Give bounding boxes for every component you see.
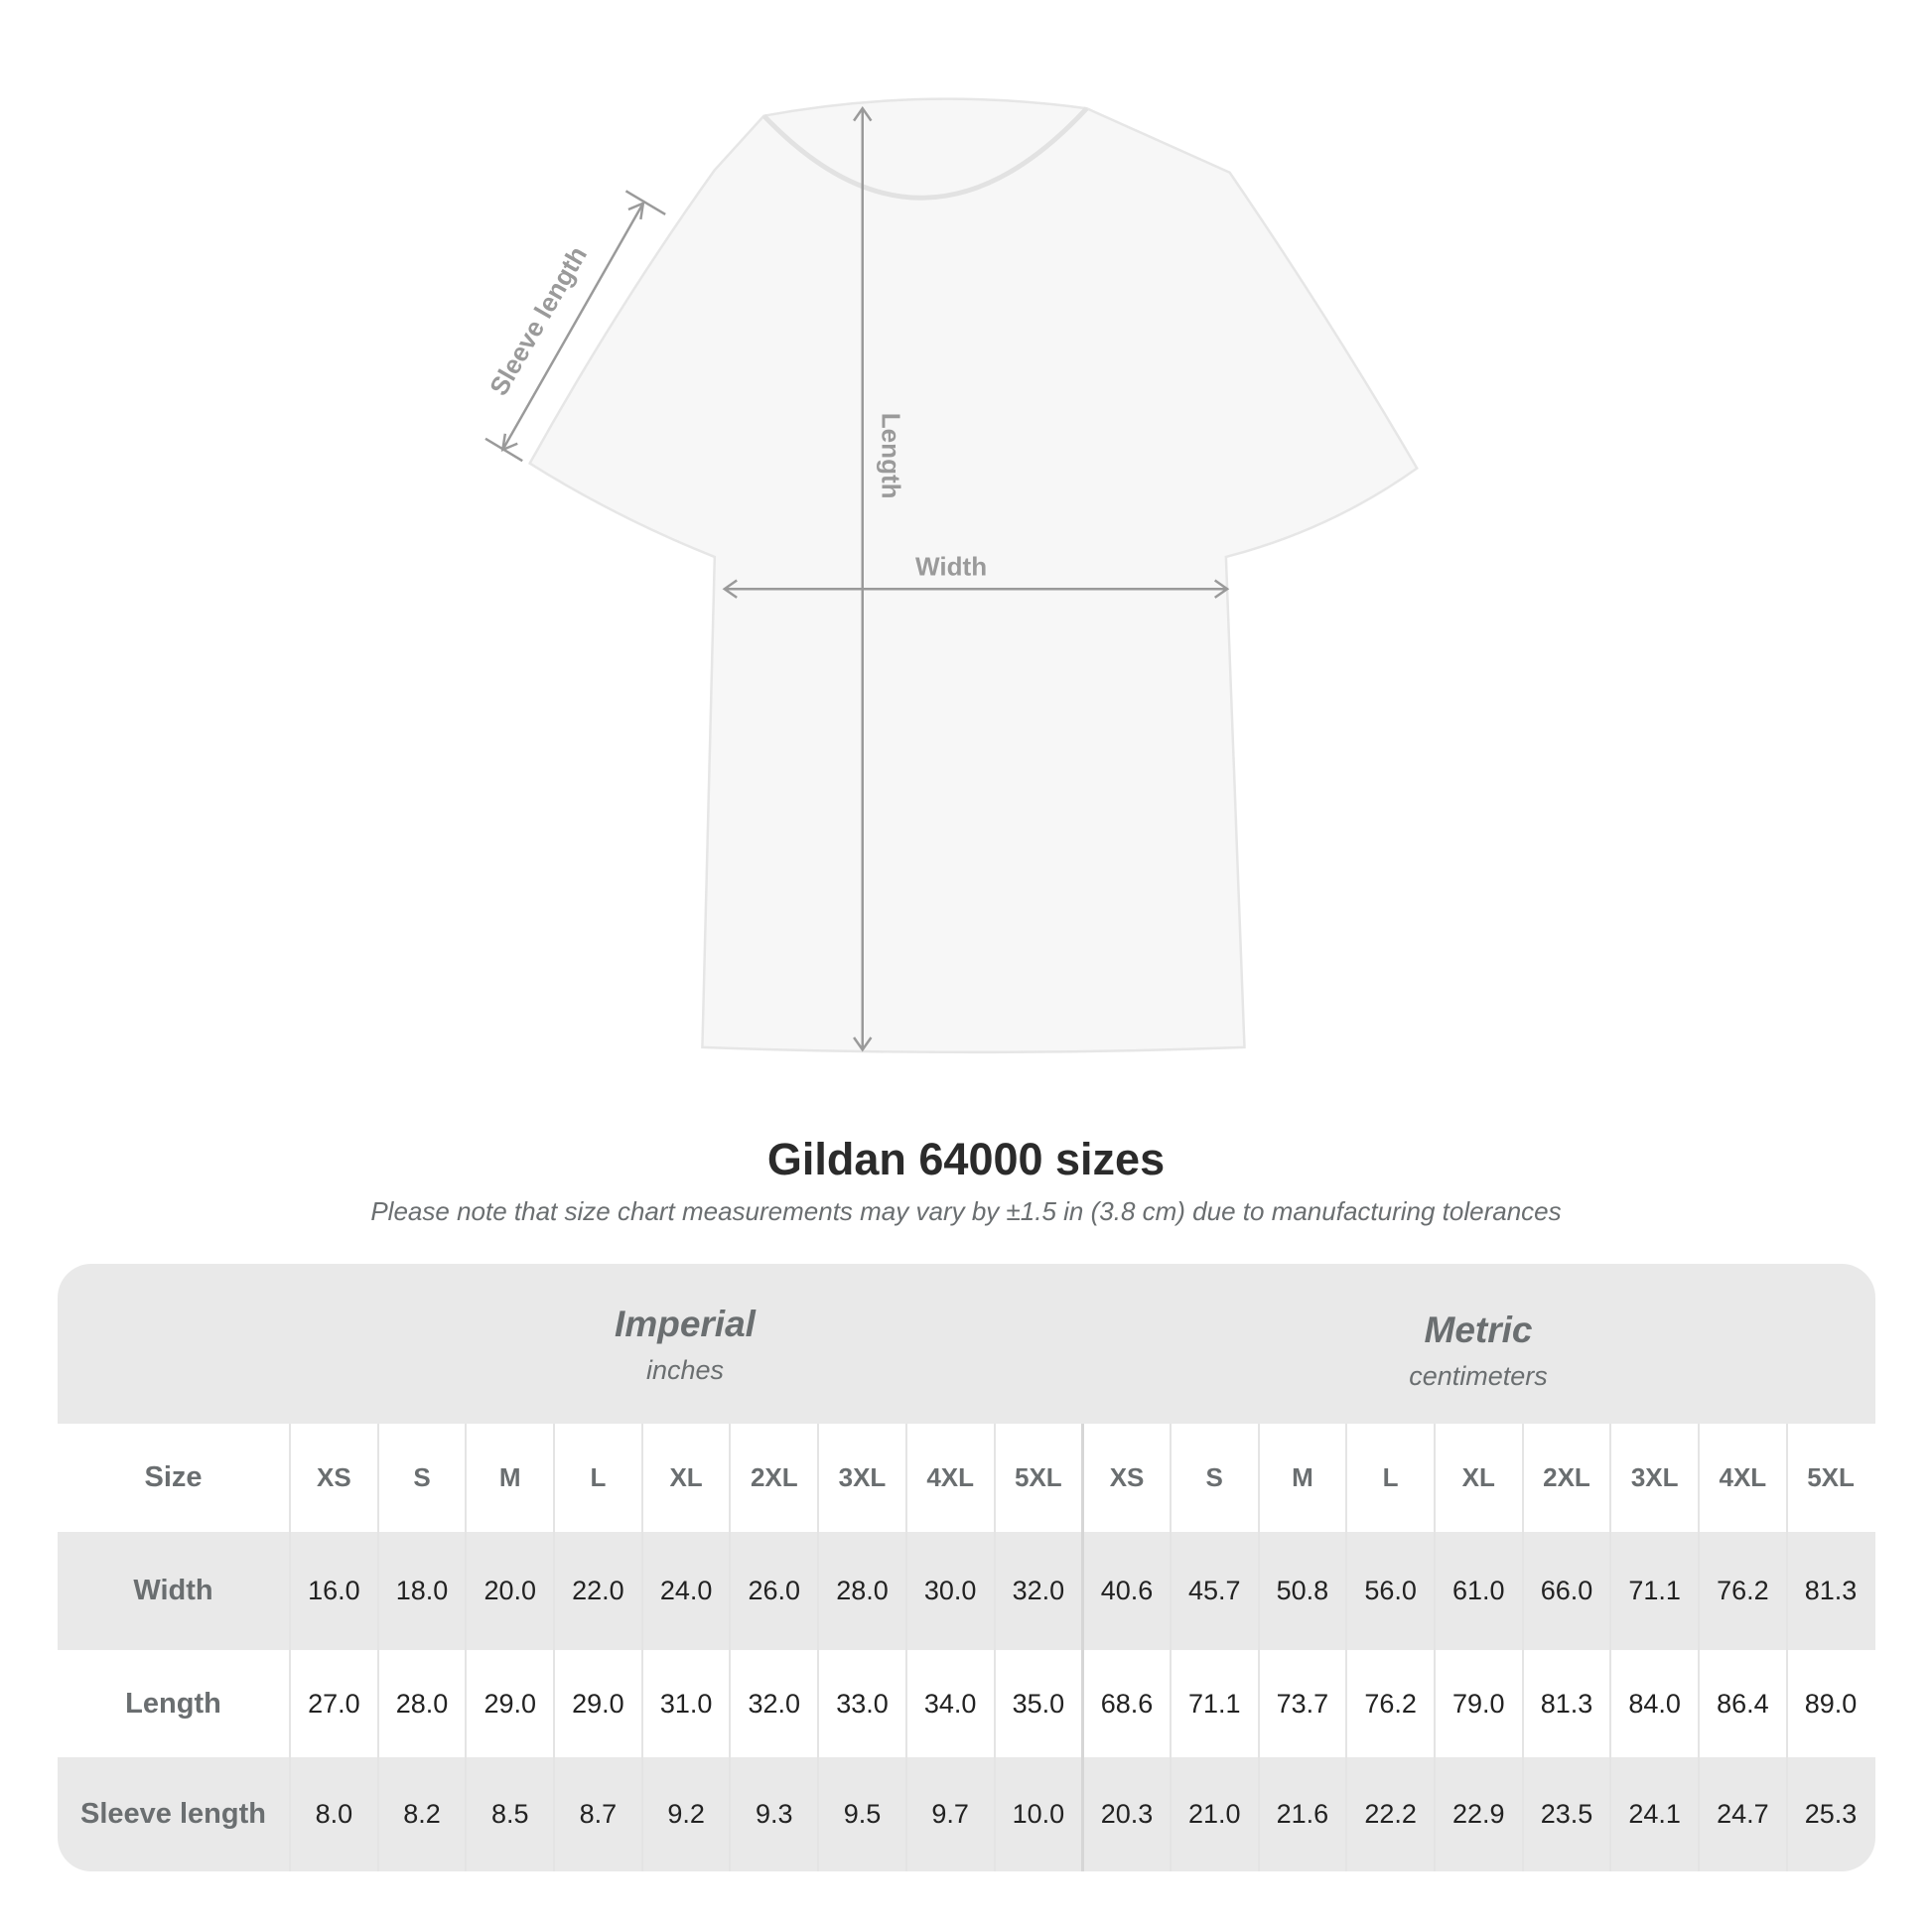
value-cell: 71.1 [1609, 1532, 1698, 1650]
value-cell: 24.7 [1698, 1757, 1786, 1871]
row-label: Length [125, 1687, 221, 1720]
size-header-cell: 4XL [1698, 1424, 1786, 1532]
value-cell: 61.0 [1433, 1532, 1522, 1650]
value-cell: 8.0 [289, 1757, 377, 1871]
value-cell: 24.1 [1609, 1757, 1698, 1871]
size-header-cell: 2XL [1521, 1424, 1610, 1532]
value-cell: 27.0 [289, 1650, 377, 1757]
metric-label: Metric [1424, 1310, 1533, 1350]
value-cell: 66.0 [1521, 1532, 1610, 1650]
value-cell: 73.7 [1257, 1650, 1346, 1757]
size-header-cell: L [553, 1424, 641, 1532]
row-label: Width [133, 1575, 213, 1606]
value-cell: 32.0 [729, 1650, 817, 1757]
size-header-cell: S [1169, 1424, 1258, 1532]
page-title: Gildan 64000 sizes [766, 1134, 1166, 1184]
metric-unit: centimeters [1409, 1361, 1548, 1391]
size-header-cell: XS [1081, 1424, 1170, 1532]
value-cell: 8.2 [376, 1757, 466, 1871]
value-cell: 79.0 [1433, 1650, 1522, 1757]
value-cell: 22.9 [1433, 1757, 1522, 1871]
value-cell: 50.8 [1257, 1532, 1346, 1650]
width-label: Width [915, 552, 987, 582]
value-cell: 9.2 [640, 1757, 730, 1871]
value-cell: 76.2 [1698, 1532, 1786, 1650]
size-header-label: Size [144, 1461, 203, 1493]
size-header-cell: L [1345, 1424, 1434, 1532]
table-row: Width 16.0 18.0 20.0 22.0 24.0 26.0 28.0 30.0 32.… [58, 1532, 1875, 1650]
size-header-cell: 3XL [817, 1424, 905, 1532]
value-cell: 21.6 [1257, 1757, 1346, 1871]
value-cell: 26.0 [729, 1532, 817, 1650]
value-cell: 9.3 [729, 1757, 817, 1871]
size-header-cell: 5XL [993, 1424, 1082, 1532]
value-cell: 20.0 [465, 1532, 553, 1650]
size-header-cell: 4XL [904, 1424, 994, 1532]
value-cell: 84.0 [1609, 1650, 1698, 1757]
value-cell: 81.3 [1521, 1650, 1610, 1757]
value-cell: 28.0 [376, 1650, 466, 1757]
metric-header: Metric centimeters [1081, 1264, 1875, 1424]
imperial-label: Imperial [615, 1304, 756, 1344]
value-cell: 33.0 [817, 1650, 905, 1757]
size-header-cell: XS [289, 1424, 377, 1532]
value-cell: 40.6 [1081, 1532, 1170, 1650]
value-cell: 22.2 [1345, 1757, 1434, 1871]
value-cell: 8.5 [465, 1757, 553, 1871]
value-cell: 76.2 [1345, 1650, 1434, 1757]
size-header-cell: S [376, 1424, 466, 1532]
row-label: Sleeve length [80, 1798, 266, 1830]
value-cell: 45.7 [1169, 1532, 1258, 1650]
value-cell: 86.4 [1698, 1650, 1786, 1757]
value-cell: 8.7 [553, 1757, 641, 1871]
value-cell: 32.0 [993, 1532, 1082, 1650]
value-cell: 25.3 [1785, 1757, 1874, 1871]
value-cell: 81.3 [1785, 1532, 1874, 1650]
value-cell: 9.5 [817, 1757, 905, 1871]
size-header-cell: M [465, 1424, 553, 1532]
imperial-header: Imperial inches [289, 1264, 1081, 1424]
table-row: Length 27.0 28.0 29.0 29.0 31.0 32.0 33.0 34.0 35… [58, 1650, 1875, 1757]
table-row: Sleeve length 8.0 8.2 8.5 8.7 9.2 9.3 9.5 9.7 10.… [58, 1757, 1875, 1871]
tolerance-note: Please note that size chart measurements… [370, 1196, 1562, 1226]
collar [761, 106, 1089, 201]
size-header-cell: XL [1433, 1424, 1522, 1532]
value-cell: 21.0 [1169, 1757, 1258, 1871]
value-cell: 29.0 [553, 1650, 641, 1757]
size-row: Size XS S M L XL 2XL 3XL 4XL 5XL XS S M L XL 2XL 3XL 4XL 5… [58, 1424, 1875, 1532]
value-cell: 34.0 [904, 1650, 994, 1757]
value-cell: 68.6 [1081, 1650, 1170, 1757]
size-header-cell: 3XL [1609, 1424, 1698, 1532]
value-cell: 89.0 [1785, 1650, 1874, 1757]
size-header-cell: 5XL [1785, 1424, 1874, 1532]
value-cell: 23.5 [1521, 1757, 1610, 1871]
length-label: Length [877, 413, 906, 499]
size-header-cell: XL [640, 1424, 730, 1532]
value-cell: 29.0 [465, 1650, 553, 1757]
value-cell: 35.0 [993, 1650, 1082, 1757]
value-cell: 22.0 [553, 1532, 641, 1650]
size-table: Imperial inches Metric centimeters Size X… [58, 1264, 1875, 1871]
value-cell: 16.0 [289, 1532, 377, 1650]
size-header-cell: M [1257, 1424, 1346, 1532]
value-cell: 30.0 [904, 1532, 994, 1650]
value-cell: 31.0 [640, 1650, 730, 1757]
value-cell: 71.1 [1169, 1650, 1258, 1757]
imperial-unit: inches [645, 1355, 725, 1385]
value-cell: 10.0 [993, 1757, 1082, 1871]
value-cell: 9.7 [904, 1757, 994, 1871]
sleeve-arrow [501, 203, 644, 451]
value-cell: 20.3 [1081, 1757, 1170, 1871]
tshirt-shape [528, 97, 1419, 1054]
value-cell: 18.0 [376, 1532, 466, 1650]
value-cell: 28.0 [817, 1532, 905, 1650]
size-header-cell: 2XL [729, 1424, 817, 1532]
value-cell: 56.0 [1345, 1532, 1434, 1650]
value-cell: 24.0 [640, 1532, 730, 1650]
